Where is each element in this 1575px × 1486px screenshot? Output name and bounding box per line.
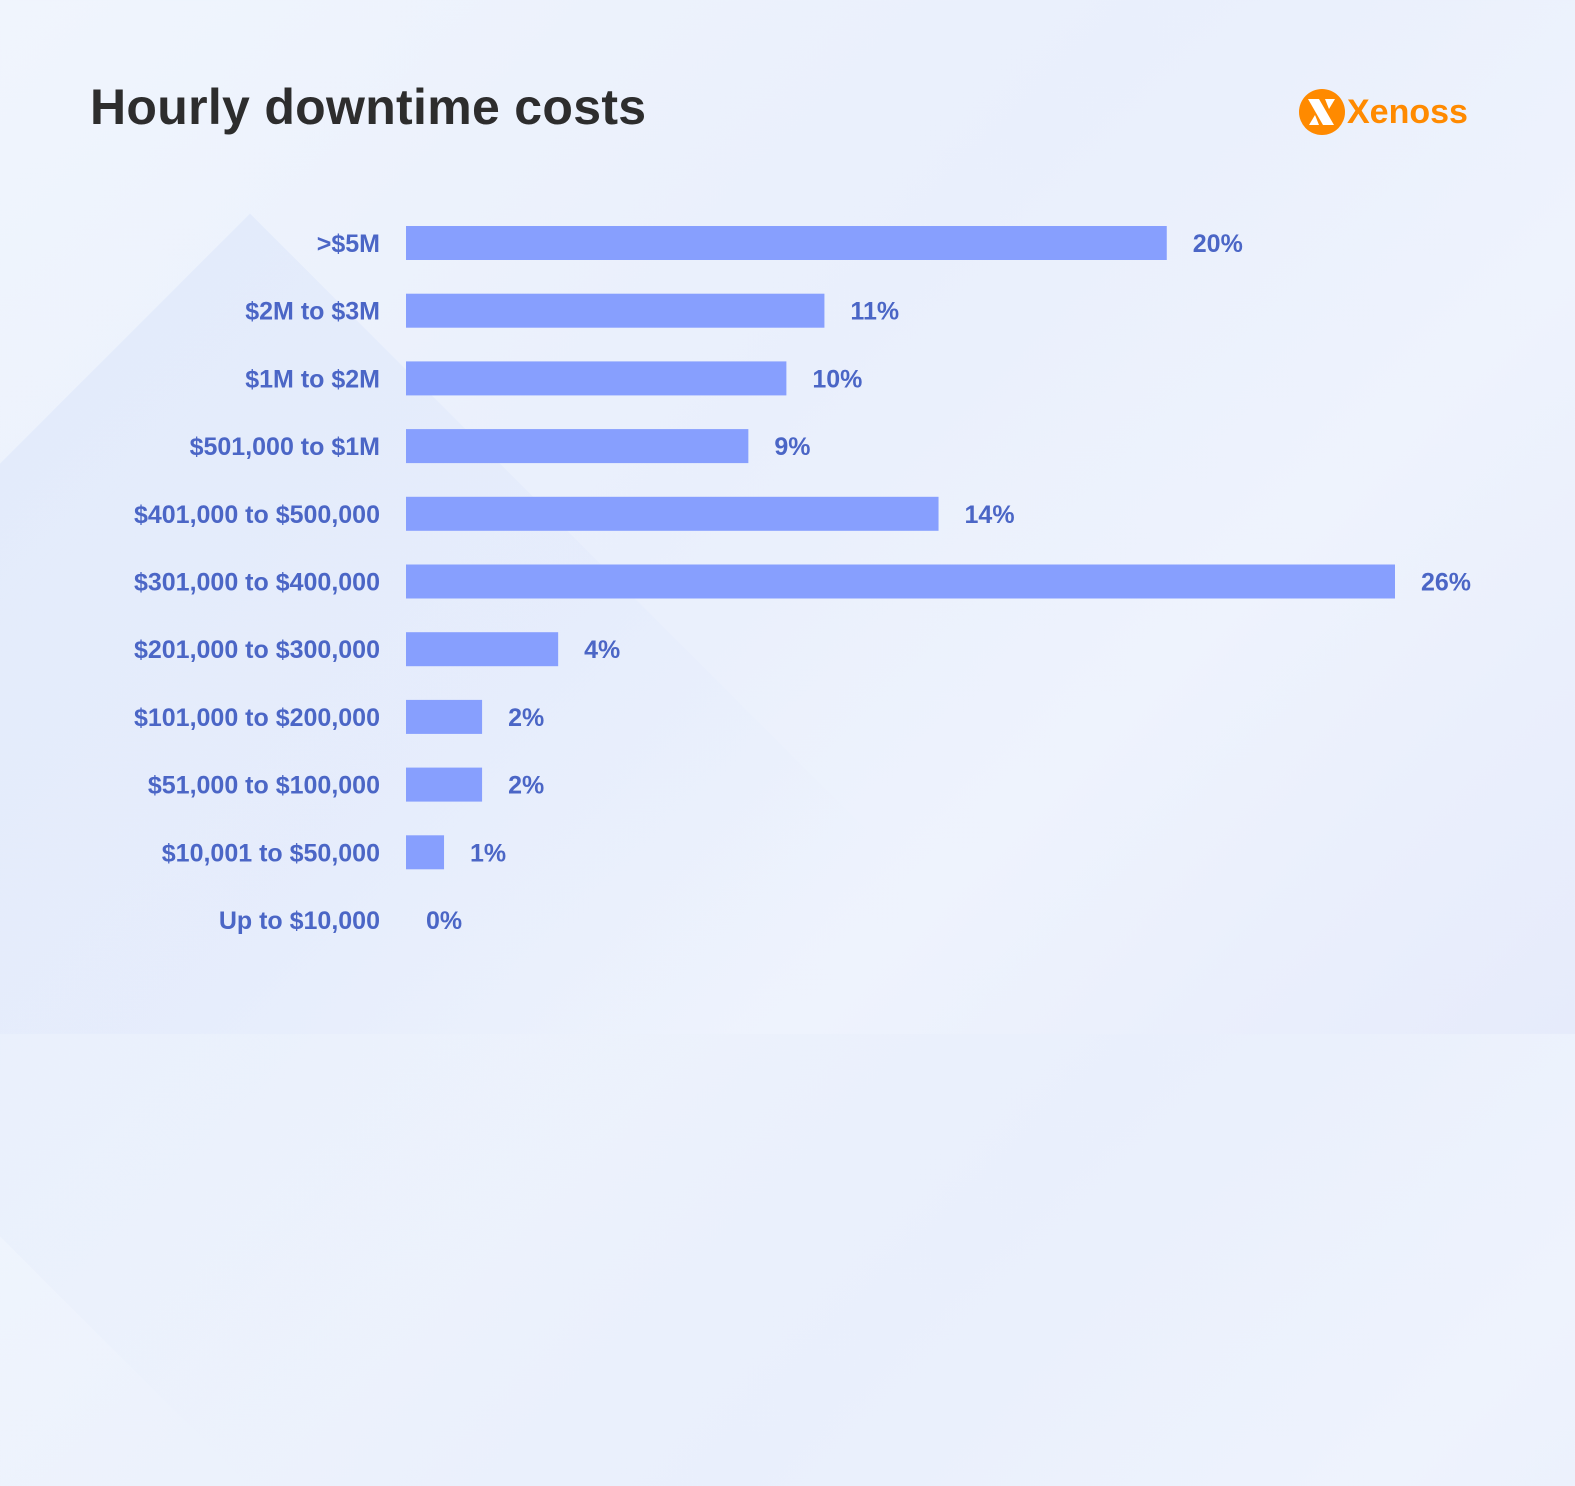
brand-logo: Xenoss: [1299, 89, 1468, 135]
category-label: $201,000 to $300,000: [134, 636, 380, 664]
value-label: 0%: [426, 907, 462, 935]
category-label: $401,000 to $500,000: [134, 501, 380, 529]
value-label: 10%: [812, 365, 862, 393]
bar-chart: >$5M 20% $2M to $3M 11% $1M to $2M 10% $501,00…: [134, 226, 1471, 935]
value-label: 9%: [774, 433, 810, 461]
value-label: 14%: [965, 501, 1015, 529]
category-label: $2M to $3M: [245, 298, 380, 326]
value-label: 26%: [1421, 569, 1471, 597]
category-label: $1M to $2M: [245, 365, 380, 393]
value-label: 4%: [584, 636, 620, 664]
bar: [406, 496, 939, 531]
bar: [406, 429, 749, 464]
bar: [406, 293, 825, 328]
category-label: $10,001 to $50,000: [162, 839, 380, 867]
value-label: 2%: [508, 704, 544, 732]
brand-name: Xenoss: [1347, 92, 1468, 131]
bar: [406, 699, 483, 734]
bar: [406, 361, 787, 396]
category-label: >$5M: [317, 230, 380, 258]
bar: [406, 632, 559, 667]
chart-title: Hourly downtime costs: [90, 79, 647, 135]
category-label: $51,000 to $100,000: [148, 772, 380, 800]
bar: [406, 226, 1167, 260]
category-label: $101,000 to $200,000: [134, 704, 380, 732]
category-label: Up to $10,000: [219, 907, 380, 935]
category-label: $501,000 to $1M: [190, 433, 380, 461]
bar: [406, 835, 445, 870]
xenoss-logo-icon: [1299, 89, 1345, 135]
value-label: 1%: [470, 839, 506, 867]
value-label: 2%: [508, 772, 544, 800]
value-label: 11%: [850, 298, 899, 326]
value-label: 20%: [1193, 230, 1243, 258]
bar: [406, 564, 1395, 599]
bar: [406, 767, 483, 802]
category-label: $301,000 to $400,000: [134, 569, 380, 597]
